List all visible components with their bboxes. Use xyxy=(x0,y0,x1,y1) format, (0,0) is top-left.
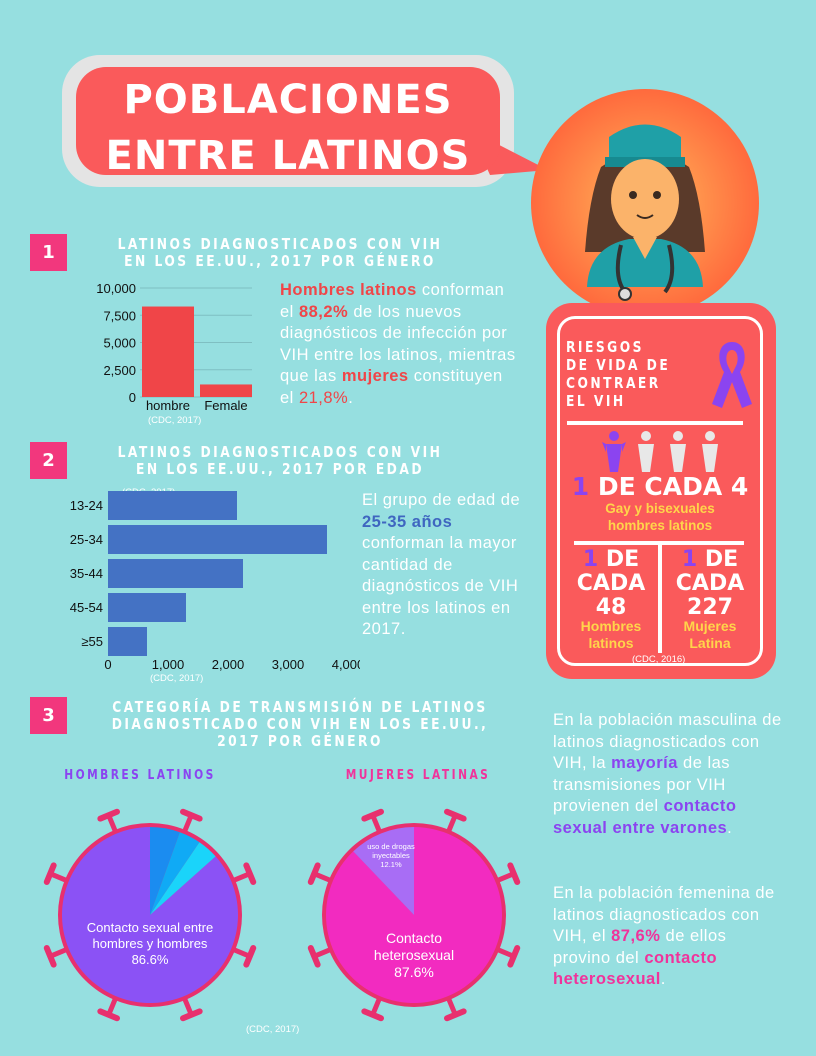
virus-spike-cap xyxy=(97,808,120,822)
bar-female xyxy=(200,384,252,397)
pie-slice xyxy=(150,827,180,915)
women-pie-label: MUJERES LATINAS xyxy=(345,768,491,783)
pie-slice xyxy=(150,842,216,915)
pie-slice xyxy=(62,827,238,1003)
bar-age xyxy=(108,627,147,656)
x-tick-label: 0 xyxy=(104,657,111,672)
awareness-ribbon-icon xyxy=(712,342,752,408)
x-tick-label: 4,000 xyxy=(332,657,360,672)
virus-spike-cap xyxy=(43,862,57,885)
x-tick-label: hombre xyxy=(146,398,190,413)
doctor-avatar-icon xyxy=(531,89,759,317)
y-tick-label: 0 xyxy=(129,390,136,405)
virus-spike-cap xyxy=(307,862,321,885)
risk-divider-vertical xyxy=(658,541,662,653)
bar-age xyxy=(108,593,186,622)
virus-spike-cap xyxy=(307,945,321,968)
x-tick-label: 2,000 xyxy=(212,657,245,672)
men-pie-label: HOMBRES LATINOS xyxy=(64,768,216,783)
y-tick-label: 7,500 xyxy=(103,308,136,323)
section-3-title: CATEGORÍA DE TRANSMISIÓN DE LATINOS DIAG… xyxy=(111,698,489,750)
men-virus-pie xyxy=(43,808,257,1022)
section-1-number: 1 xyxy=(30,234,67,271)
age-bar-chart: 13-24 25-34 35-44 45-54 ≥550 1,000 2,000 3,000 4… xyxy=(70,491,360,672)
y-tick-label: 13-24 xyxy=(70,498,103,513)
x-tick-label: Female xyxy=(204,398,247,413)
page-title-line1: POBLACIONES xyxy=(123,77,453,123)
section-1-source: (CDC, 2017) xyxy=(148,415,202,426)
section-1-text: Hombres latinos conforman el 88,2% de lo… xyxy=(280,281,516,407)
page-title-line2: ENTRE LATINOS xyxy=(105,133,471,179)
virus-spike-cap xyxy=(43,945,57,968)
risk-women-ratio: 1 DE CADA 227 xyxy=(675,547,745,620)
section-1-title: LATINOS DIAGNOSTICADOS CON VIH EN LOS EE… xyxy=(117,235,443,270)
section-2-title: LATINOS DIAGNOSTICADOS CON VIH EN LOS EE… xyxy=(117,443,443,478)
section-3-source: (CDC, 2017) xyxy=(246,1024,300,1035)
y-tick-label: 25-34 xyxy=(70,532,103,547)
risk-divider-top xyxy=(567,421,743,425)
y-tick-label: 35-44 xyxy=(70,566,103,581)
section-3-text-men: En la población masculina de latinos dia… xyxy=(553,711,782,837)
men-pie-main-label: Contacto sexual entre hombres y hombres … xyxy=(86,920,214,967)
x-tick-label: 3,000 xyxy=(272,657,305,672)
risk-gay-label: Gay y bisexuales hombres latinos xyxy=(605,501,715,533)
pie-slice xyxy=(353,827,414,915)
risk-gay-ratio: 1 DE CADA 4 xyxy=(571,472,749,501)
virus-spike-cap xyxy=(97,1008,120,1022)
women-virus-pie xyxy=(307,808,521,1022)
section-3-number: 3 xyxy=(30,697,67,734)
y-tick-label: 10,000 xyxy=(96,281,136,296)
y-tick-label: 2,500 xyxy=(103,363,136,378)
virus-spike-cap xyxy=(507,862,521,885)
virus-spike-cap xyxy=(243,862,257,885)
virus-spike-cap xyxy=(444,1008,467,1022)
virus-spike-cap xyxy=(444,808,467,822)
section-2-source-bottom: (CDC, 2017) xyxy=(150,673,204,684)
virus-spike-cap xyxy=(361,808,384,822)
bar-hombre xyxy=(142,306,194,397)
pie-slice xyxy=(150,832,200,915)
risk-source: (CDC, 2016) xyxy=(632,654,686,665)
section-2-text: El grupo de edad de 25-35 años conforman… xyxy=(362,491,521,638)
y-tick-label: ≥55 xyxy=(81,634,103,649)
risk-title: RIESGOS DE VIDA DE CONTRAER EL VIH xyxy=(566,338,671,410)
virus-spike-cap xyxy=(180,808,203,822)
risk-panel-frame xyxy=(557,316,763,666)
bar-age xyxy=(108,559,243,588)
bar-age xyxy=(108,491,237,520)
risk-women-label: Mujeres Latina xyxy=(683,618,737,651)
people-icon xyxy=(602,431,718,472)
virus-spike-cap xyxy=(243,945,257,968)
women-pie-main-label: Contacto heterosexual 87.6% xyxy=(373,930,455,980)
risk-men-label: Hombres latinos xyxy=(580,618,642,651)
risk-men-ratio: 1 DE CADA 48 xyxy=(576,547,646,620)
virus-spike-cap xyxy=(180,1008,203,1022)
virus-spike-cap xyxy=(361,1008,384,1022)
y-tick-label: 5,000 xyxy=(103,336,136,351)
x-tick-label: 1,000 xyxy=(152,657,185,672)
section-3-text-women: En la población femenina de latinos diag… xyxy=(553,884,775,988)
virus-spike-cap xyxy=(507,945,521,968)
bar-age xyxy=(108,525,327,554)
women-pie-small-label: uso de drogas inyectables 12.1% xyxy=(367,842,415,869)
title-bubble: POBLACIONES ENTRE LATINOS xyxy=(76,67,500,179)
section-2-number: 2 xyxy=(30,442,67,479)
gender-bar-chart: 10,000 7,500 5,000 2,500 0 hombre Female xyxy=(96,281,252,413)
y-tick-label: 45-54 xyxy=(70,600,103,615)
